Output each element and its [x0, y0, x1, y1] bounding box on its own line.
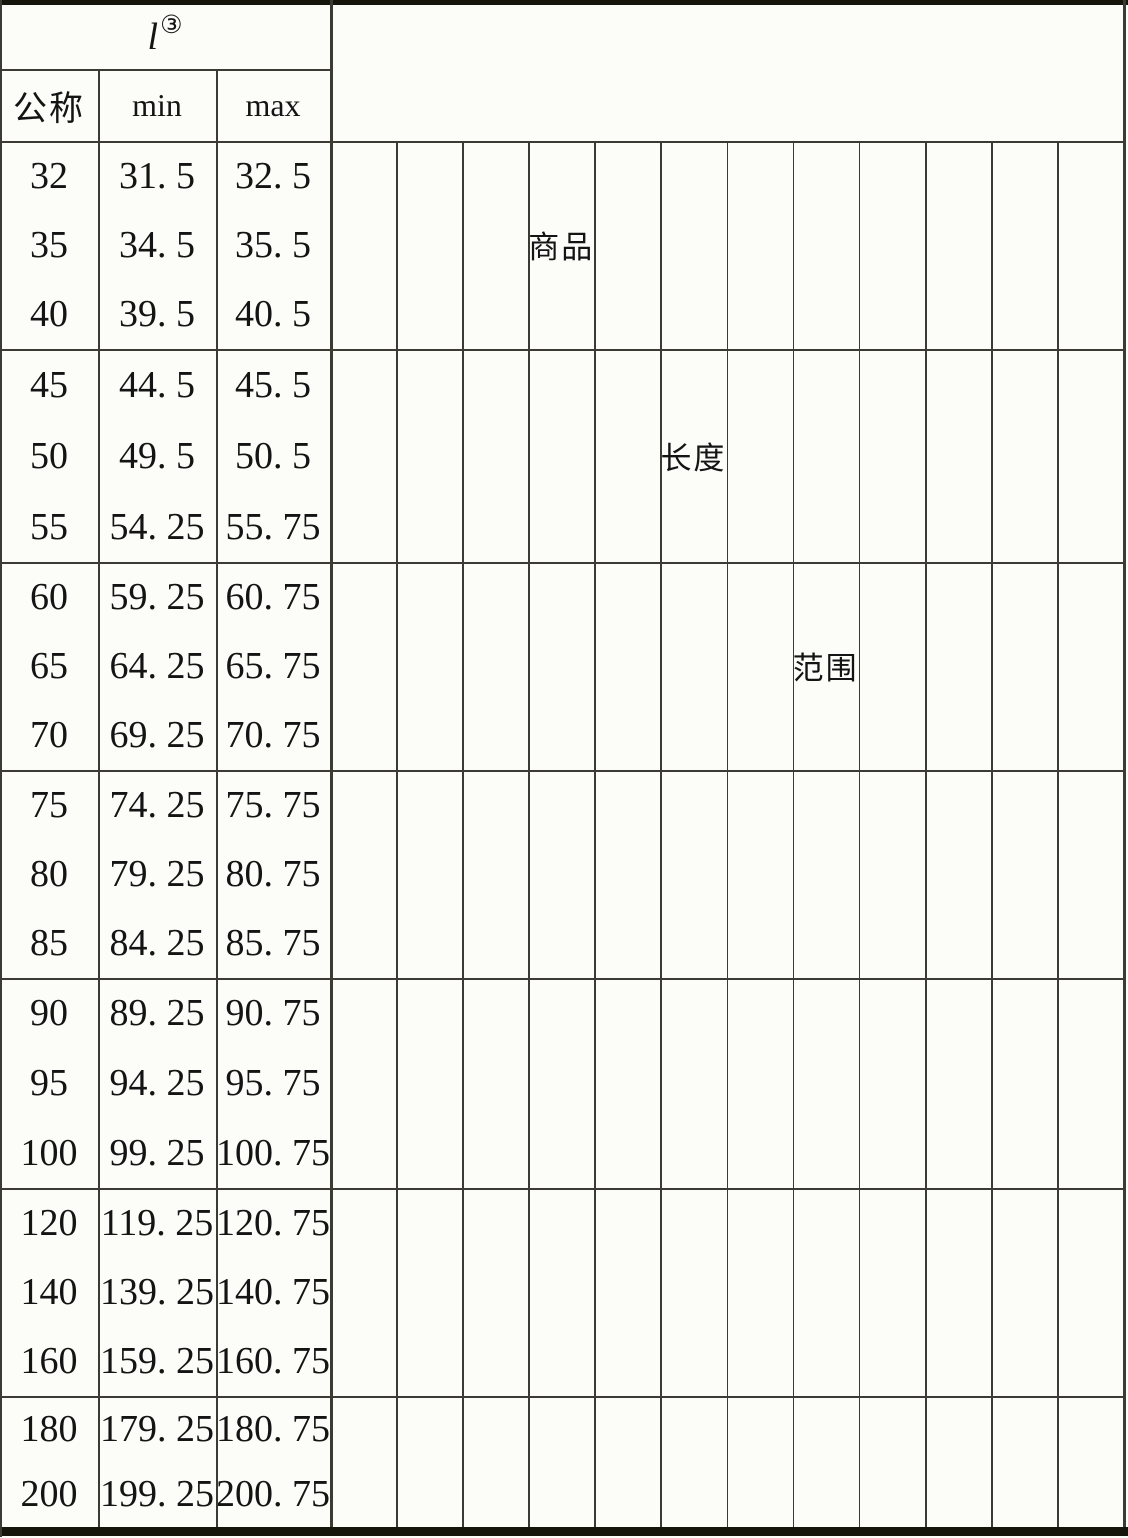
- nominal-cell: 40: [30, 293, 68, 336]
- max-cell: 90. 75: [225, 992, 321, 1034]
- max-cell: 65. 75: [225, 644, 321, 687]
- max-cell: 200. 75: [216, 1473, 330, 1516]
- grid-line: [330, 0, 333, 1527]
- nominal-cell: 75: [30, 783, 68, 826]
- grid-line: [990, 141, 993, 1527]
- table-border: [0, 0, 1128, 5]
- max-cell: 140. 75: [216, 1270, 330, 1313]
- nominal-cell: 120: [20, 1201, 78, 1244]
- max-cell: 50. 5: [235, 434, 311, 477]
- max-cell: 95. 75: [225, 1062, 321, 1104]
- min-cell: 119. 25: [100, 1201, 214, 1244]
- l-symbol: l: [147, 15, 159, 58]
- min-cell: 44. 5: [119, 363, 195, 406]
- nominal-cell: 160: [20, 1340, 78, 1383]
- min-cell: 74. 25: [109, 783, 205, 826]
- max-cell: 180. 75: [216, 1407, 330, 1450]
- grid-line: [0, 978, 1125, 980]
- grid-line: [0, 770, 1125, 772]
- min-cell: 54. 25: [109, 505, 205, 548]
- header-right-empty-cell: [330, 4, 1123, 141]
- grid-line: [396, 141, 398, 1527]
- nominal-cell: 35: [30, 223, 68, 266]
- grid-line: [0, 349, 1125, 351]
- min-cell: 31. 5: [119, 154, 195, 197]
- grid-line: [216, 69, 218, 1527]
- min-cell: 69. 25: [109, 714, 205, 757]
- grid-line: [792, 141, 795, 1527]
- diagonal-label-shangpin: 商品: [528, 230, 595, 266]
- grid-line: [726, 141, 729, 1527]
- grid-line: [858, 141, 861, 1527]
- min-cell: 159. 25: [100, 1340, 214, 1383]
- column-header-max: max: [245, 86, 301, 123]
- max-cell: 45. 5: [235, 363, 311, 406]
- nominal-cell: 100: [20, 1132, 78, 1174]
- min-cell: 199. 25: [100, 1473, 214, 1516]
- diagonal-label-fanwei: 范围: [792, 651, 859, 687]
- nominal-cell: 90: [30, 992, 68, 1034]
- min-cell: 34. 5: [119, 223, 195, 266]
- min-cell: 99. 25: [109, 1132, 205, 1174]
- nominal-cell: 180: [20, 1407, 78, 1450]
- nominal-cell: 70: [30, 714, 68, 757]
- max-cell: 75. 75: [225, 783, 321, 826]
- nominal-cell: 65: [30, 644, 68, 687]
- grid-line: [924, 141, 927, 1527]
- grid-line: [1123, 0, 1126, 1527]
- grid-line: [1056, 141, 1059, 1527]
- max-cell: 100. 75: [216, 1132, 330, 1174]
- max-cell: 120. 75: [216, 1201, 330, 1244]
- grid-line: [0, 562, 1125, 564]
- max-cell: 85. 75: [225, 922, 321, 965]
- nominal-cell: 80: [30, 852, 68, 895]
- table-border: [0, 1527, 1128, 1536]
- max-cell: 70. 75: [225, 714, 321, 757]
- nominal-cell: 200: [20, 1473, 78, 1516]
- min-cell: 79. 25: [109, 852, 205, 895]
- max-cell: 55. 75: [225, 505, 321, 548]
- nominal-cell: 140: [20, 1270, 78, 1313]
- grid-line: [98, 69, 100, 1527]
- min-cell: 49. 5: [119, 434, 195, 477]
- max-cell: 32. 5: [235, 154, 311, 197]
- min-cell: 39. 5: [119, 293, 195, 336]
- min-cell: 84. 25: [109, 922, 205, 965]
- grid-line: [0, 0, 2, 1537]
- footnote-3-mark: ③: [160, 11, 183, 39]
- min-cell: 94. 25: [109, 1062, 205, 1104]
- grid-line: [462, 141, 464, 1527]
- max-cell: 60. 75: [225, 575, 321, 618]
- grid-line: [0, 1396, 1125, 1398]
- nominal-cell: 55: [30, 505, 68, 548]
- nominal-cell: 85: [30, 922, 68, 965]
- nominal-cell: 95: [30, 1062, 68, 1104]
- grid-line: [0, 141, 1125, 143]
- nominal-cell: 50: [30, 434, 68, 477]
- nominal-cell: 45: [30, 363, 68, 406]
- min-cell: 179. 25: [100, 1407, 214, 1450]
- diagonal-label-changdu: 长度: [660, 441, 727, 476]
- max-cell: 35. 5: [235, 223, 311, 266]
- min-cell: 89. 25: [109, 992, 205, 1034]
- min-cell: 64. 25: [109, 644, 205, 687]
- grid-line: [594, 141, 597, 1527]
- min-cell: 59. 25: [109, 575, 205, 618]
- max-cell: 160. 75: [216, 1340, 330, 1383]
- nominal-cell: 60: [30, 575, 68, 618]
- max-cell: 80. 75: [225, 852, 321, 895]
- nominal-cell: 32: [30, 154, 68, 197]
- max-cell: 40. 5: [235, 293, 311, 336]
- grid-line: [660, 141, 663, 1527]
- grid-line: [0, 69, 332, 71]
- grid-line: [528, 141, 531, 1527]
- column-header-nominal: 公称: [13, 90, 85, 128]
- min-cell: 139. 25: [100, 1270, 214, 1313]
- column-header-min: min: [132, 86, 182, 123]
- grid-line: [0, 1188, 1125, 1190]
